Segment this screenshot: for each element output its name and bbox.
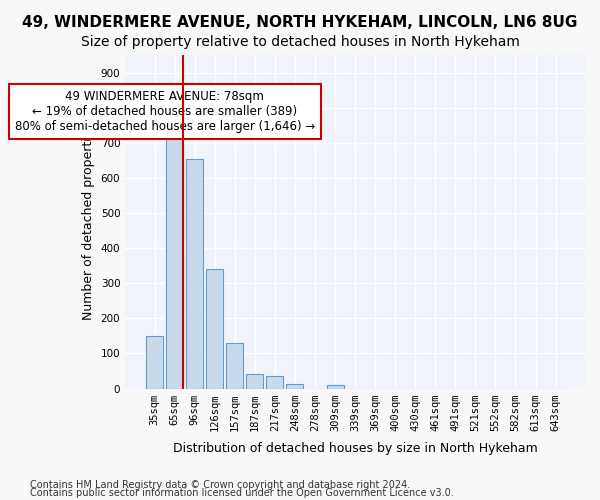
Bar <box>186 158 203 388</box>
X-axis label: Distribution of detached houses by size in North Hykeham: Distribution of detached houses by size … <box>173 442 538 455</box>
Text: Contains HM Land Registry data © Crown copyright and database right 2024.: Contains HM Land Registry data © Crown c… <box>30 480 410 490</box>
Text: 49, WINDERMERE AVENUE, NORTH HYKEHAM, LINCOLN, LN6 8UG: 49, WINDERMERE AVENUE, NORTH HYKEHAM, LI… <box>22 15 578 30</box>
Bar <box>226 343 244 388</box>
Text: 49 WINDERMERE AVENUE: 78sqm
← 19% of detached houses are smaller (389)
80% of se: 49 WINDERMERE AVENUE: 78sqm ← 19% of det… <box>14 90 315 133</box>
Text: Contains public sector information licensed under the Open Government Licence v3: Contains public sector information licen… <box>30 488 454 498</box>
Bar <box>146 336 163 388</box>
Bar <box>326 385 344 388</box>
Y-axis label: Number of detached properties: Number of detached properties <box>82 124 95 320</box>
Bar <box>247 374 263 388</box>
Bar <box>206 269 223 388</box>
Bar <box>266 376 283 388</box>
Text: Size of property relative to detached houses in North Hykeham: Size of property relative to detached ho… <box>80 35 520 49</box>
Bar <box>286 384 304 388</box>
Bar <box>166 138 183 388</box>
